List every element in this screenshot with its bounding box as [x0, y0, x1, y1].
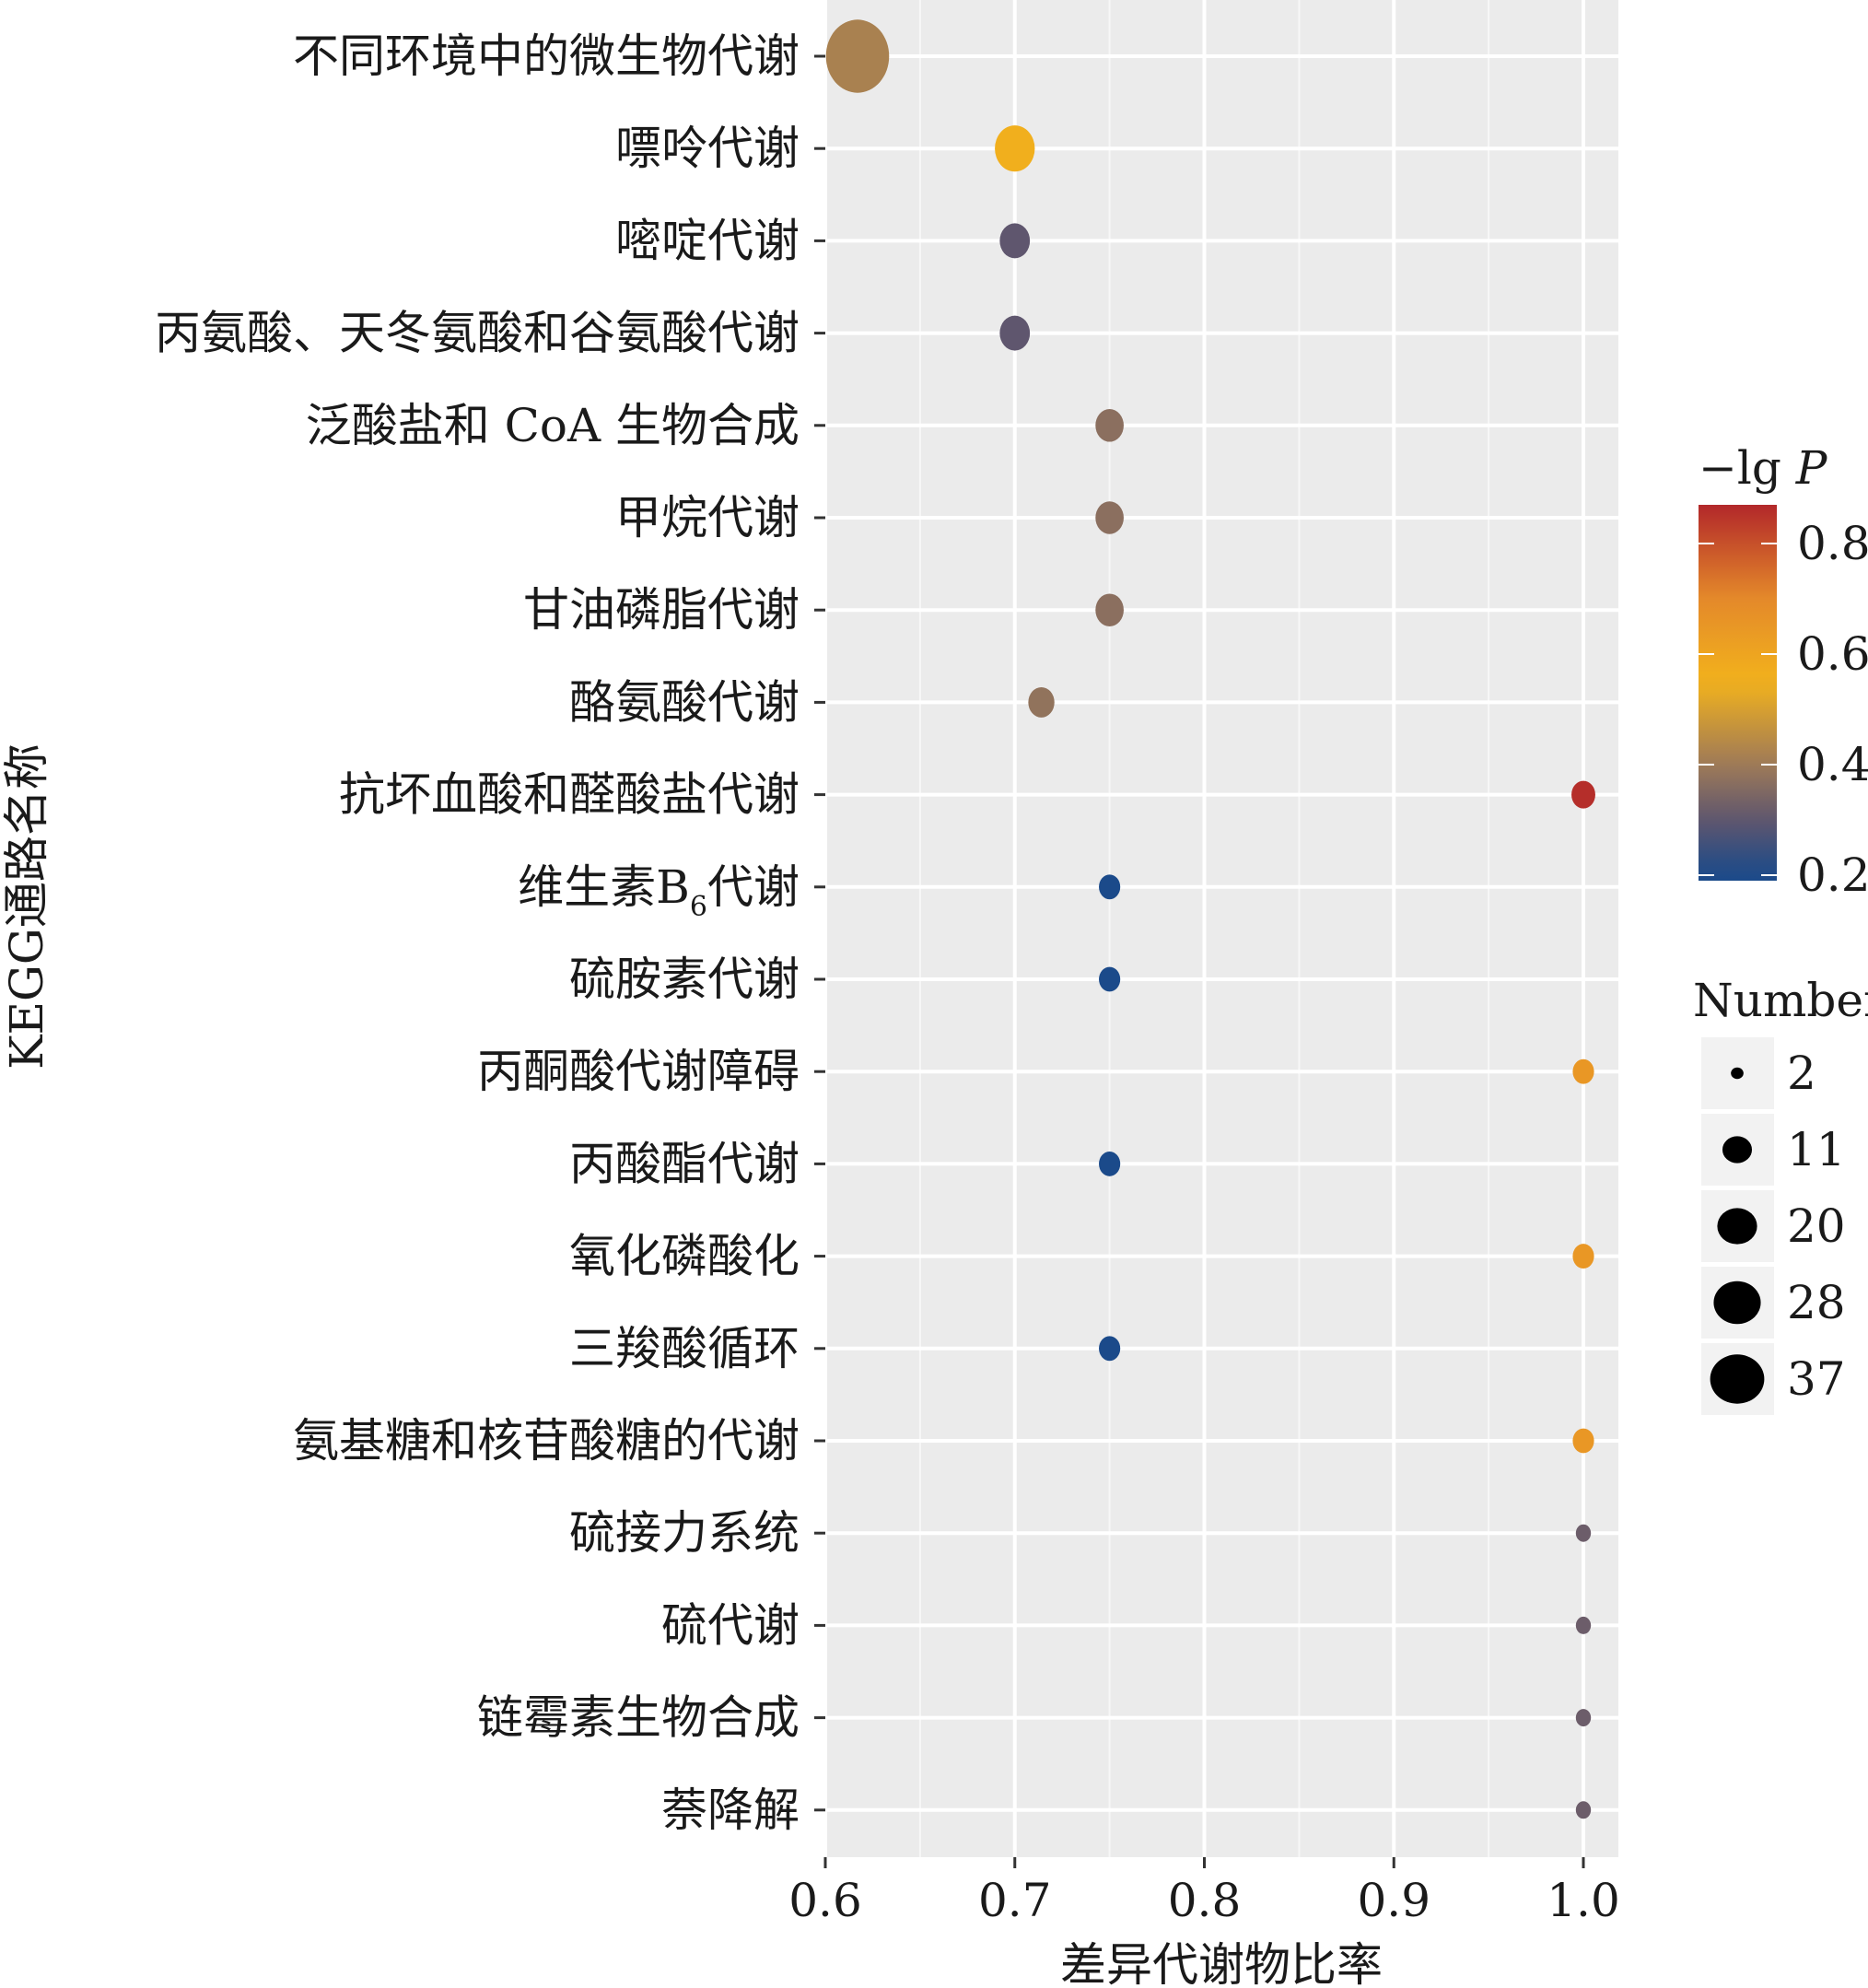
colorbar-label: 0.6	[1797, 627, 1868, 681]
data-point	[1575, 1709, 1592, 1727]
data-points	[825, 19, 1595, 1819]
colorbar-label: 0.2	[1797, 848, 1868, 902]
y-tick-label: 三羧酸循环	[569, 1322, 800, 1375]
y-tick-label: 嘌呤代谢	[615, 122, 800, 175]
colorbar-label: 0.8	[1797, 517, 1868, 570]
y-tick-label: 链霉素生物合成	[477, 1691, 800, 1745]
size-key-label: 37	[1787, 1352, 1846, 1406]
size-key-label: 20	[1787, 1199, 1846, 1253]
size-key-dot	[1713, 1281, 1761, 1325]
y-tick-label: 氨基糖和核苷酸糖的代谢	[293, 1414, 800, 1468]
data-point	[825, 19, 890, 93]
y-tick-label: 嘧啶代谢	[615, 214, 800, 267]
y-tick-label: 硫接力系统	[569, 1506, 800, 1560]
y-tick-label: 抗坏血酸和醛酸盐代谢	[339, 768, 800, 822]
y-tick-label: 丙酸酯代谢	[569, 1137, 800, 1190]
size-key-label: 2	[1787, 1047, 1816, 1100]
size-key-dot	[1722, 1136, 1753, 1164]
data-point	[1575, 1524, 1592, 1542]
y-tick-label: 萘降解	[661, 1783, 800, 1837]
y-tick-label: 硫代谢	[661, 1598, 800, 1652]
y-tick-label: 不同环境中的微生物代谢	[293, 29, 800, 83]
x-axis: 0.6 0.7 0.8 0.9 1.0	[788, 1857, 1620, 1927]
data-point	[995, 125, 1035, 172]
y-tick-label: 酪氨酸代谢	[569, 675, 800, 729]
y-tick-label: 丙氨酸、天冬氨酸和谷氨酸代谢	[155, 307, 800, 360]
x-tick-label: 0.8	[1168, 1874, 1242, 1927]
size-key-label: 28	[1787, 1276, 1846, 1329]
color-legend: −lg P 0.8 0.6 0.4 0.2	[1699, 441, 1868, 902]
x-tick-label: 0.6	[788, 1874, 862, 1927]
y-tick-label: 泛酸盐和 CoA 生物合成	[306, 399, 800, 452]
y-tick-label: 硫胺素代谢	[569, 953, 800, 1006]
size-legend-title: Number	[1693, 974, 1868, 1027]
size-key-dot	[1717, 1208, 1757, 1245]
gridlines	[823, 0, 1618, 1857]
x-tick-label: 0.9	[1357, 1874, 1430, 1927]
data-point	[1572, 1428, 1594, 1454]
y-tick-label: 甲烷代谢	[615, 491, 800, 544]
y-tick-label: 氧化磷酸化	[569, 1230, 800, 1283]
y-tick-label: 维生素B6代谢	[518, 860, 800, 923]
data-point	[1099, 874, 1121, 900]
y-axis-title: KEGG通路名称	[0, 743, 53, 1070]
data-point	[1572, 1244, 1594, 1269]
data-point	[1028, 686, 1055, 718]
x-tick-label: 1.0	[1547, 1874, 1620, 1927]
size-legend: Number 2 11 20 28 37	[1693, 974, 1868, 1415]
data-point	[999, 315, 1031, 351]
colorbar-label: 0.4	[1797, 738, 1868, 791]
data-point	[1571, 780, 1595, 809]
size-key-dot	[1731, 1067, 1744, 1080]
y-tick-label: 甘油磷脂代谢	[523, 583, 800, 637]
size-key-dot	[1710, 1354, 1765, 1404]
size-key-label: 11	[1787, 1123, 1846, 1176]
color-legend-title: −lg P	[1699, 441, 1828, 495]
data-point	[1095, 409, 1124, 442]
data-point	[1095, 501, 1124, 534]
x-axis-title: 差异代谢物比率	[1060, 1938, 1383, 1988]
data-point	[1099, 1151, 1121, 1176]
data-point	[1095, 593, 1124, 626]
data-point	[1099, 966, 1121, 992]
colorbar	[1699, 505, 1777, 881]
plot-panel	[825, 0, 1618, 1857]
y-tick-label: 丙酮酸代谢障碍	[477, 1045, 800, 1098]
data-point	[1575, 1801, 1592, 1819]
data-point	[1572, 1058, 1594, 1084]
data-point	[1575, 1616, 1592, 1634]
x-tick-label: 0.7	[978, 1874, 1052, 1927]
data-point	[1099, 1336, 1121, 1362]
data-point	[999, 223, 1031, 259]
